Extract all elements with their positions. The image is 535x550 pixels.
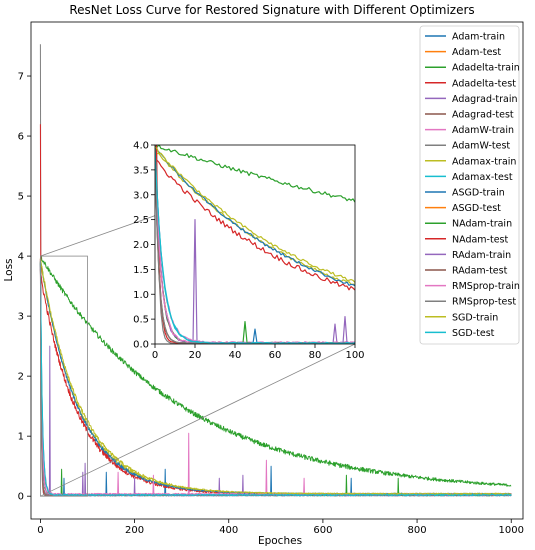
legend-label-sgd-train: SGD-train	[452, 312, 498, 323]
legend-label-rmsprop-test: RMSprop-test	[452, 297, 516, 308]
inset-y-tick-label: 2.5	[133, 215, 149, 226]
main-series-group	[39, 44, 512, 497]
inset-series-line-adadelta-train	[155, 145, 355, 203]
y-tick-label: 5	[18, 192, 24, 203]
legend-label-adamw-test: AdamW-test	[452, 141, 510, 152]
legend-label-radam-test: RAdam-test	[452, 266, 508, 277]
inset-x-tick-label: 0	[152, 350, 158, 361]
legend-label-adam-train: Adam-train	[452, 32, 505, 43]
y-tick-label: 6	[18, 132, 24, 143]
inset-y-tick-label: 4.0	[133, 141, 149, 152]
inset-zoom-region	[40, 255, 88, 497]
inset-x-tick-label: 40	[229, 350, 242, 361]
legend-box	[419, 25, 520, 345]
inset-series-line-sgd-test	[155, 149, 355, 344]
y-tick-label: 3	[18, 312, 24, 323]
inset-y-tick-label: 1.5	[133, 265, 149, 276]
inset-plot-background	[155, 145, 355, 344]
legend-label-asgd-train: ASGD-train	[452, 188, 505, 199]
inset-x-tick-label: 60	[269, 350, 282, 361]
x-tick-label: 800	[408, 525, 427, 536]
series-line-sgd-train	[39, 258, 512, 495]
x-tick-label: 0	[37, 525, 43, 536]
inset-x-tick-label: 80	[309, 350, 322, 361]
legend-label-radam-train: RAdam-train	[452, 250, 511, 261]
y-tick-label: 7	[18, 72, 24, 83]
x-tick-label: 400	[219, 525, 238, 536]
legend-label-adagrad-test: Adagrad-test	[452, 110, 514, 121]
inset-axis-ticks: 0 20 40 60 80 100 0.0 0.5 1.0 1.5 2.0 2.5 3.0 3.5 4.0	[133, 141, 364, 362]
x-tick-label: 1000	[499, 525, 524, 536]
legend-label-adamw-train: AdamW-train	[452, 125, 514, 136]
inset-x-tick-label: 20	[189, 350, 202, 361]
legend-label-nadam-train: NAdam-train	[452, 219, 512, 230]
legend-label-adam-test: Adam-test	[452, 47, 501, 58]
legend-label-asgd-test: ASGD-test	[452, 203, 501, 214]
inset-y-tick-label: 0.0	[133, 340, 149, 351]
y-tick-label: 1	[18, 432, 24, 443]
inset-y-tick-label: 1.0	[133, 290, 149, 301]
y-tick-label: 4	[18, 252, 24, 263]
inset-plot-area: 0 20 40 60 80 100 0.0 0.5 1.0 1.5 2.0 2.5 3.0 3.5 4.0	[133, 141, 364, 362]
x-tick-label: 200	[125, 525, 144, 536]
x-tick-label: 600	[313, 525, 332, 536]
legend-label-adadelta-train: Adadelta-train	[452, 63, 520, 74]
legend-label-adamax-train: Adamax-train	[452, 156, 516, 167]
legend-label-adadelta-test: Adadelta-test	[452, 78, 516, 89]
y-tick-label: 0	[18, 492, 24, 503]
legend: Adam-train Adam-test Adadelta-train Adadelt…	[419, 25, 520, 345]
inset-x-tick-label: 100	[345, 350, 364, 361]
inset-y-tick-label: 0.5	[133, 315, 149, 326]
legend-label-rmsprop-train: RMSprop-train	[452, 281, 520, 292]
inset-y-tick-label: 2.0	[133, 240, 149, 251]
x-axis-label: Epoches	[258, 535, 302, 547]
y-axis-label: Loss	[3, 258, 15, 281]
y-tick-label: 2	[18, 372, 24, 383]
inset-series-group	[155, 145, 355, 344]
legend-label-sgd-test: SGD-test	[452, 328, 495, 339]
legend-label-adagrad-train: Adagrad-train	[452, 94, 518, 105]
legend-label-nadam-test: NAdam-test	[452, 234, 508, 245]
inset-y-tick-label: 3.0	[133, 190, 149, 201]
series-line-sgd-test	[39, 261, 512, 497]
inset-y-tick-label: 3.5	[133, 165, 149, 176]
inset-series-line-adadelta-test	[155, 158, 355, 291]
legend-label-adamax-test: Adamax-test	[452, 172, 513, 183]
inset-series-line-asgd-train	[155, 147, 355, 287]
inset-series-line-sgd-train	[155, 146, 355, 283]
connector-line-bottom	[40, 343, 356, 497]
chart-title: ResNet Loss Curve for Restored Signature…	[69, 3, 474, 17]
series-line-adadelta-train	[39, 255, 512, 487]
